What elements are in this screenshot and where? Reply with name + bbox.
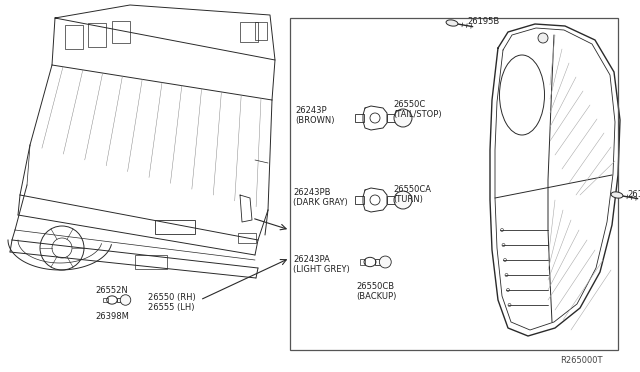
Text: 26555 (LH): 26555 (LH)	[148, 303, 195, 312]
Text: 26550CB: 26550CB	[356, 282, 394, 291]
Text: (BACKUP): (BACKUP)	[356, 292, 396, 301]
Bar	[103, 298, 108, 302]
Circle shape	[538, 33, 548, 43]
Text: (LIGHT GREY): (LIGHT GREY)	[293, 265, 349, 274]
Bar	[65, 25, 83, 49]
Text: 26550CA: 26550CA	[393, 185, 431, 194]
Text: 26243P: 26243P	[295, 106, 326, 115]
Text: (TURN): (TURN)	[393, 195, 423, 204]
Bar	[387, 114, 395, 122]
Circle shape	[394, 191, 412, 209]
Text: (BROWN): (BROWN)	[295, 116, 335, 125]
Circle shape	[380, 256, 391, 268]
Bar	[238, 233, 256, 243]
Text: 26550C: 26550C	[393, 100, 425, 109]
Ellipse shape	[611, 192, 623, 198]
Text: (TAIL/STOP): (TAIL/STOP)	[393, 110, 442, 119]
Bar	[360, 259, 365, 264]
Bar	[255, 22, 267, 40]
Text: 26195B: 26195B	[467, 17, 499, 26]
Bar	[112, 21, 130, 43]
Text: 26243PB: 26243PB	[293, 188, 330, 197]
Circle shape	[120, 295, 131, 305]
Bar	[88, 23, 106, 47]
Bar	[116, 298, 122, 302]
Circle shape	[394, 109, 412, 127]
Bar	[387, 196, 395, 204]
Text: R265000T: R265000T	[560, 356, 602, 365]
Text: 26195B: 26195B	[627, 190, 640, 199]
Bar	[135, 255, 167, 269]
Text: 26243PA: 26243PA	[293, 255, 330, 264]
Text: 26550 (RH): 26550 (RH)	[148, 293, 196, 302]
Bar	[375, 259, 381, 264]
Bar	[155, 220, 195, 234]
Bar	[240, 22, 258, 42]
Text: 26398M: 26398M	[95, 312, 129, 321]
Text: (DARK GRAY): (DARK GRAY)	[293, 198, 348, 207]
Text: 26552N: 26552N	[95, 286, 128, 295]
Bar	[355, 196, 364, 204]
Ellipse shape	[446, 20, 458, 26]
Bar	[290, 18, 618, 350]
Bar	[355, 114, 364, 122]
